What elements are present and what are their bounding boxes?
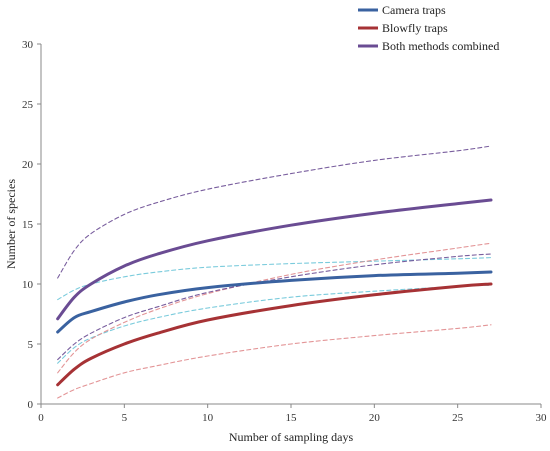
legend-label: Camera traps xyxy=(382,3,446,17)
legend-label: Both methods combined xyxy=(382,39,499,53)
x-axis-title: Number of sampling days xyxy=(229,430,354,444)
x-tick-label: 5 xyxy=(122,412,128,424)
y-tick-label: 10 xyxy=(22,279,34,291)
x-tick-label: 10 xyxy=(202,412,214,424)
y-tick-label: 30 xyxy=(22,39,34,51)
y-tick-label: 25 xyxy=(22,99,34,111)
x-ticks: 0 5 10 15 20 25 30 xyxy=(38,404,547,424)
dashed-line-confidence-bound xyxy=(57,145,492,279)
series-line-both-methods-combined xyxy=(56,198,493,321)
y-tick-label: 20 xyxy=(22,159,34,171)
dashed-line-confidence-bound xyxy=(57,284,492,364)
dashed-line-confidence-bound xyxy=(57,257,492,301)
y-ticks: 0 5 10 15 20 25 30 xyxy=(22,39,41,411)
legend-label: Blowfly traps xyxy=(382,21,448,35)
x-tick-label: 25 xyxy=(452,412,464,424)
dashed-line-confidence-bound xyxy=(57,253,492,361)
y-tick-label: 5 xyxy=(28,339,34,351)
x-tick-label: 30 xyxy=(536,412,548,424)
plot-lines xyxy=(56,145,493,399)
y-axis-title: Number of species xyxy=(4,179,18,269)
y-tick-label: 15 xyxy=(22,219,34,231)
dashed-line-confidence-bound xyxy=(57,324,492,399)
dashed-line-confidence-bound xyxy=(57,242,492,374)
series-line-blowfly-traps xyxy=(56,282,493,387)
legend: Camera traps Blowfly traps Both methods co… xyxy=(358,3,499,53)
x-tick-label: 20 xyxy=(369,412,381,424)
x-tick-label: 0 xyxy=(38,412,44,424)
y-tick-label: 0 xyxy=(28,399,34,411)
x-tick-label: 15 xyxy=(286,412,298,424)
series-line-camera-traps xyxy=(56,270,493,334)
